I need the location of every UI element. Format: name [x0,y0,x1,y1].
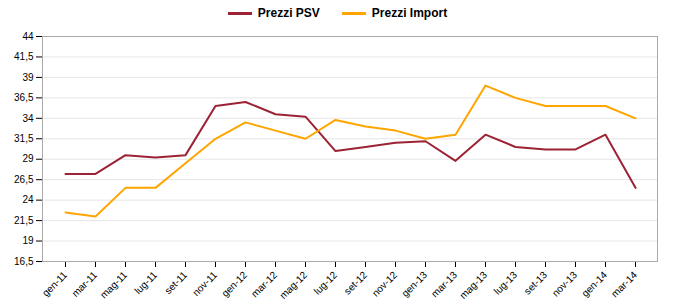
svg-text:39: 39 [22,72,34,83]
svg-text:set-13: set-13 [522,269,550,297]
svg-text:gen-13: gen-13 [399,269,429,299]
svg-text:mar-14: mar-14 [609,269,639,299]
svg-text:nov-13: nov-13 [550,269,580,299]
svg-text:mag-13: mag-13 [457,269,489,301]
svg-text:31,5: 31,5 [14,133,34,144]
svg-text:mar-13: mar-13 [429,269,459,299]
svg-text:mar-12: mar-12 [249,269,279,299]
svg-text:set-12: set-12 [342,269,370,297]
svg-text:mag-12: mag-12 [277,269,309,301]
svg-text:16,5: 16,5 [14,256,34,267]
svg-text:set-11: set-11 [162,269,189,296]
html-text:Prezzi PSV: Prezzi PSV [257,6,320,20]
svg-text:36,5: 36,5 [14,92,34,103]
svg-text:29: 29 [22,153,34,164]
svg-text:gen-11: gen-11 [40,269,70,299]
svg-text:gen-14: gen-14 [579,269,609,299]
svg-text:21,5: 21,5 [14,215,34,226]
svg-text:34: 34 [22,113,34,124]
svg-text:lug-13: lug-13 [492,269,520,297]
svg-text:26,5: 26,5 [14,174,34,185]
svg-text:19: 19 [22,235,34,246]
svg-text:41,5: 41,5 [14,51,34,62]
svg-text:lug-12: lug-12 [312,269,340,297]
svg-text:nov-12: nov-12 [370,269,400,299]
svg-text:mar-11: mar-11 [70,269,100,299]
svg-text:nov-11: nov-11 [190,269,219,298]
svg-text:mag-11: mag-11 [98,269,130,301]
svg-text:gen-12: gen-12 [219,269,249,299]
svg-text:24: 24 [22,194,34,205]
svg-text:44: 44 [22,31,34,42]
svg-text:lug-11: lug-11 [132,269,159,296]
html-text:Prezzi Import: Prezzi Import [371,6,448,20]
